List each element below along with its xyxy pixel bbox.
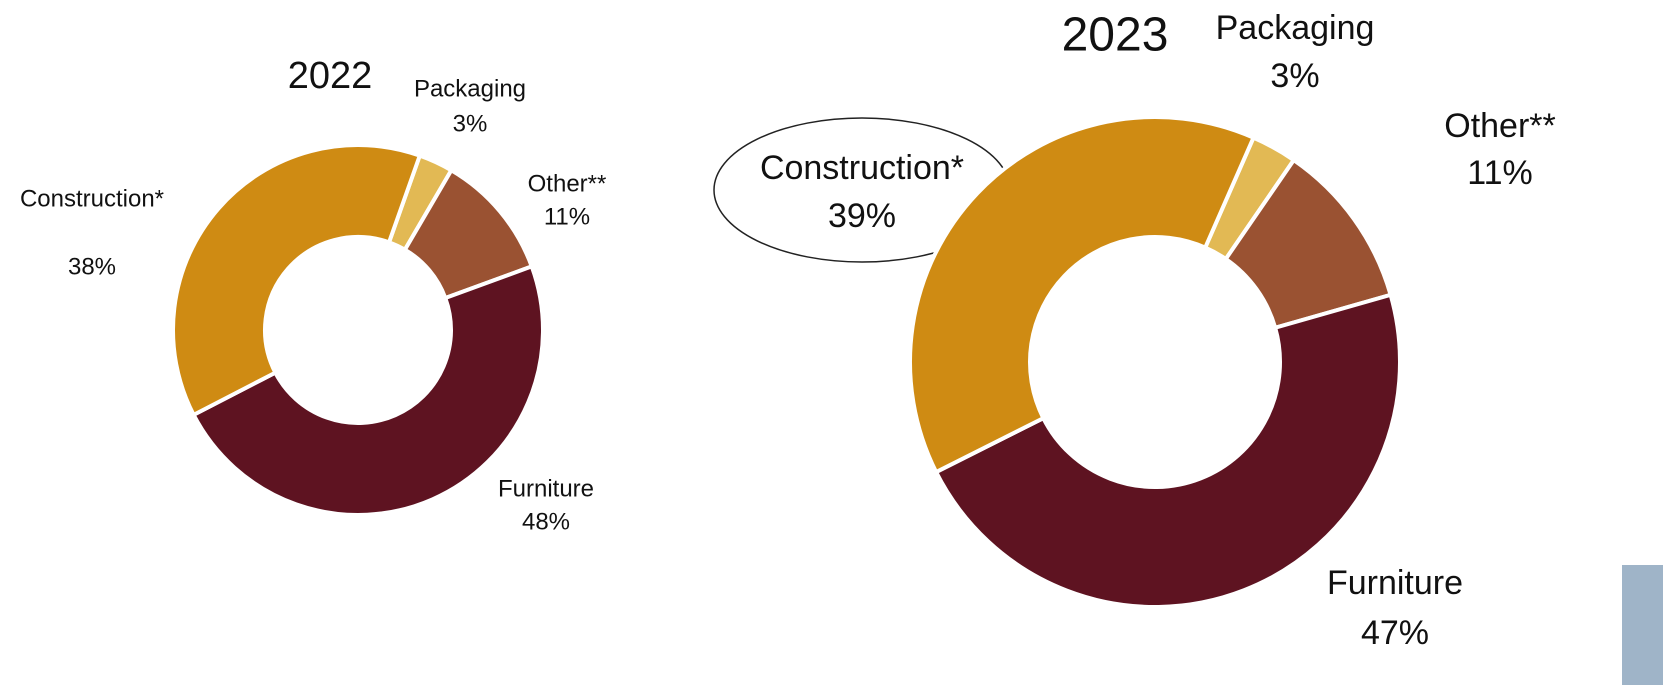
slice-value: 11% bbox=[544, 203, 590, 230]
slice-label: Packaging bbox=[414, 75, 526, 102]
slice-label: Construction* bbox=[760, 149, 964, 187]
slice-value: 48% bbox=[522, 508, 570, 535]
slice-value: 11% bbox=[1467, 154, 1533, 192]
slice-label: Furniture bbox=[498, 475, 594, 502]
donut-slice bbox=[908, 115, 1257, 475]
slice-label: Furniture bbox=[1327, 564, 1463, 602]
slice-value: 47% bbox=[1361, 614, 1429, 652]
slice-value: 3% bbox=[1270, 57, 1319, 95]
donut-slice bbox=[190, 263, 545, 517]
donut-slice bbox=[933, 292, 1402, 610]
slice-label: Other** bbox=[1444, 107, 1556, 145]
photo-thumbnail bbox=[1622, 565, 1663, 685]
slice-label: Other** bbox=[528, 170, 607, 197]
slice-value: 3% bbox=[453, 110, 488, 137]
chart-title: 2023 bbox=[1062, 9, 1169, 62]
donut-slice bbox=[171, 143, 423, 418]
chart-title: 2022 bbox=[288, 55, 373, 97]
slice-label: Construction* bbox=[20, 185, 164, 212]
slice-value: 39% bbox=[828, 197, 896, 235]
slice-value: 38% bbox=[68, 253, 116, 280]
slice-label: Packaging bbox=[1216, 9, 1375, 47]
